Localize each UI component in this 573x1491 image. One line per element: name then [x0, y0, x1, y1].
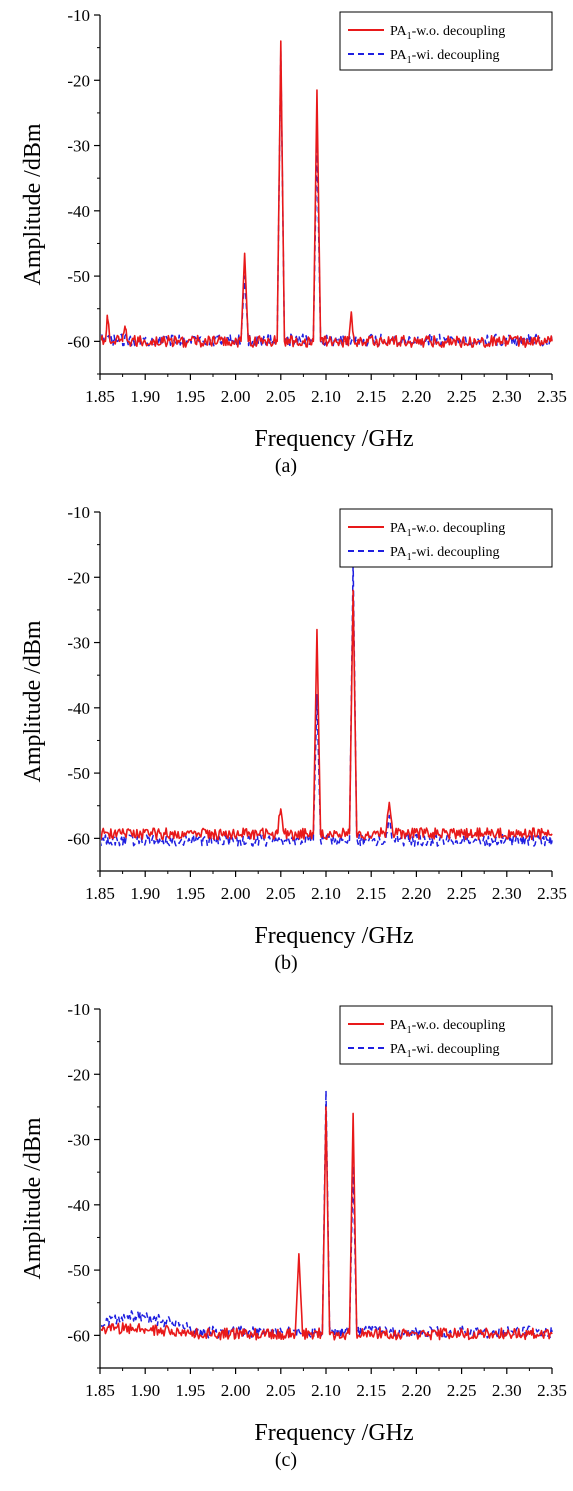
- y-tick-label: -10: [67, 503, 90, 522]
- y-tick-label: -20: [67, 568, 90, 587]
- x-tick-label: 2.00: [221, 884, 251, 903]
- y-tick-label: -30: [67, 634, 90, 653]
- x-tick-label: 2.10: [311, 1381, 341, 1400]
- y-axis-title: Amplitude /dBm: [20, 620, 46, 782]
- legend-frame: [339, 11, 553, 71]
- panel-caption: (a): [275, 455, 297, 477]
- x-tick-label: 2.35: [537, 387, 567, 406]
- y-tick-label: -40: [67, 202, 90, 221]
- x-tick-label: 2.20: [402, 884, 432, 903]
- x-tick-label: 1.90: [130, 1381, 160, 1400]
- y-tick-label: -40: [67, 699, 90, 718]
- y-tick-label: -10: [67, 1000, 90, 1019]
- x-tick-label: 2.00: [221, 387, 251, 406]
- x-tick-label: 1.95: [176, 884, 206, 903]
- x-tick-label: 2.05: [266, 387, 296, 406]
- panel-caption: (c): [275, 1449, 297, 1471]
- y-tick-label: -60: [67, 1326, 90, 1345]
- x-axis-title: Frequency /GHz: [254, 923, 413, 949]
- legend: PA1-w.o. decoupling PA1-wi. decoupling: [339, 1005, 553, 1065]
- y-tick-label: -50: [67, 267, 90, 286]
- x-tick-label: 1.85: [85, 387, 115, 406]
- x-tick-label: 2.15: [356, 884, 386, 903]
- y-tick-label: -20: [67, 1065, 90, 1084]
- x-axis-title: Frequency /GHz: [254, 1420, 413, 1446]
- y-tick-label: -40: [67, 1196, 90, 1215]
- y-axis-title: Amplitude /dBm: [20, 123, 46, 285]
- x-tick-label: 2.00: [221, 1381, 251, 1400]
- series-line-wo-decoupling: [101, 1106, 553, 1341]
- legend: PA1-w.o. decoupling PA1-wi. decoupling: [339, 508, 553, 568]
- legend-label-wi: PA1-wi. decoupling: [390, 545, 500, 563]
- y-axis-title: Amplitude /dBm: [20, 1117, 46, 1279]
- series-line-wo-decoupling: [101, 40, 553, 349]
- legend-frame: [339, 1005, 553, 1065]
- x-tick-label: 2.35: [537, 1381, 567, 1400]
- x-tick-label: 1.85: [85, 1381, 115, 1400]
- series-line-wi-decoupling: [101, 50, 553, 347]
- x-tick-label: 2.25: [447, 1381, 477, 1400]
- series-line-wo-decoupling: [101, 589, 553, 841]
- y-tick-label: -30: [67, 1131, 90, 1150]
- legend-label-wo: PA1-w.o. decoupling: [390, 1018, 505, 1036]
- chart-panel-b: -10 -20 -30 -40 -50 -60 1.85 1.90 1.95 2.00 2.05 2.…: [20, 503, 567, 974]
- x-tick-label: 2.35: [537, 884, 567, 903]
- x-tick-label: 2.25: [447, 884, 477, 903]
- x-tick-label: 2.20: [402, 387, 432, 406]
- x-tick-label: 2.30: [492, 884, 522, 903]
- y-tick-label: -30: [67, 137, 90, 156]
- x-tick-label: 2.20: [402, 1381, 432, 1400]
- y-tick-label: -50: [67, 764, 90, 783]
- x-tick-label: 1.95: [176, 1381, 206, 1400]
- legend: PA1-w.o. decoupling PA1-wi. decoupling: [339, 11, 553, 71]
- x-tick-label: 2.30: [492, 1381, 522, 1400]
- x-tick-label: 2.30: [492, 387, 522, 406]
- x-tick-label: 2.05: [266, 1381, 296, 1400]
- y-tick-label: -60: [67, 829, 90, 848]
- legend-label-wo: PA1-w.o. decoupling: [390, 24, 505, 42]
- legend-label-wi: PA1-wi. decoupling: [390, 48, 500, 66]
- x-tick-label: 2.05: [266, 884, 296, 903]
- y-tick-label: -20: [67, 71, 90, 90]
- x-tick-label: 2.15: [356, 1381, 386, 1400]
- x-tick-label: 2.10: [311, 884, 341, 903]
- y-tick-label: -60: [67, 332, 90, 351]
- x-tick-label: 2.25: [447, 387, 477, 406]
- series-line-wi-decoupling: [101, 560, 553, 847]
- x-tick-label: 2.15: [356, 387, 386, 406]
- legend-frame: [339, 508, 553, 568]
- legend-label-wo: PA1-w.o. decoupling: [390, 521, 505, 539]
- chart-panel-a: -10 -20 -30 -40 -50 -60 1.85 1.90 1.95 2.00 2.05 2.…: [20, 6, 567, 477]
- x-tick-label: 2.10: [311, 387, 341, 406]
- x-tick-label: 1.90: [130, 884, 160, 903]
- x-tick-label: 1.95: [176, 387, 206, 406]
- y-tick-label: -10: [67, 6, 90, 25]
- y-tick-label: -50: [67, 1261, 90, 1280]
- panel-caption: (b): [274, 952, 297, 974]
- chart-panel-c: -10 -20 -30 -40 -50 -60 1.85 1.90 1.95 2.00 2.05 2.…: [20, 1000, 567, 1471]
- x-tick-label: 1.90: [130, 387, 160, 406]
- x-tick-label: 1.85: [85, 884, 115, 903]
- legend-label-wi: PA1-wi. decoupling: [390, 1042, 500, 1060]
- x-axis-title: Frequency /GHz: [254, 426, 413, 452]
